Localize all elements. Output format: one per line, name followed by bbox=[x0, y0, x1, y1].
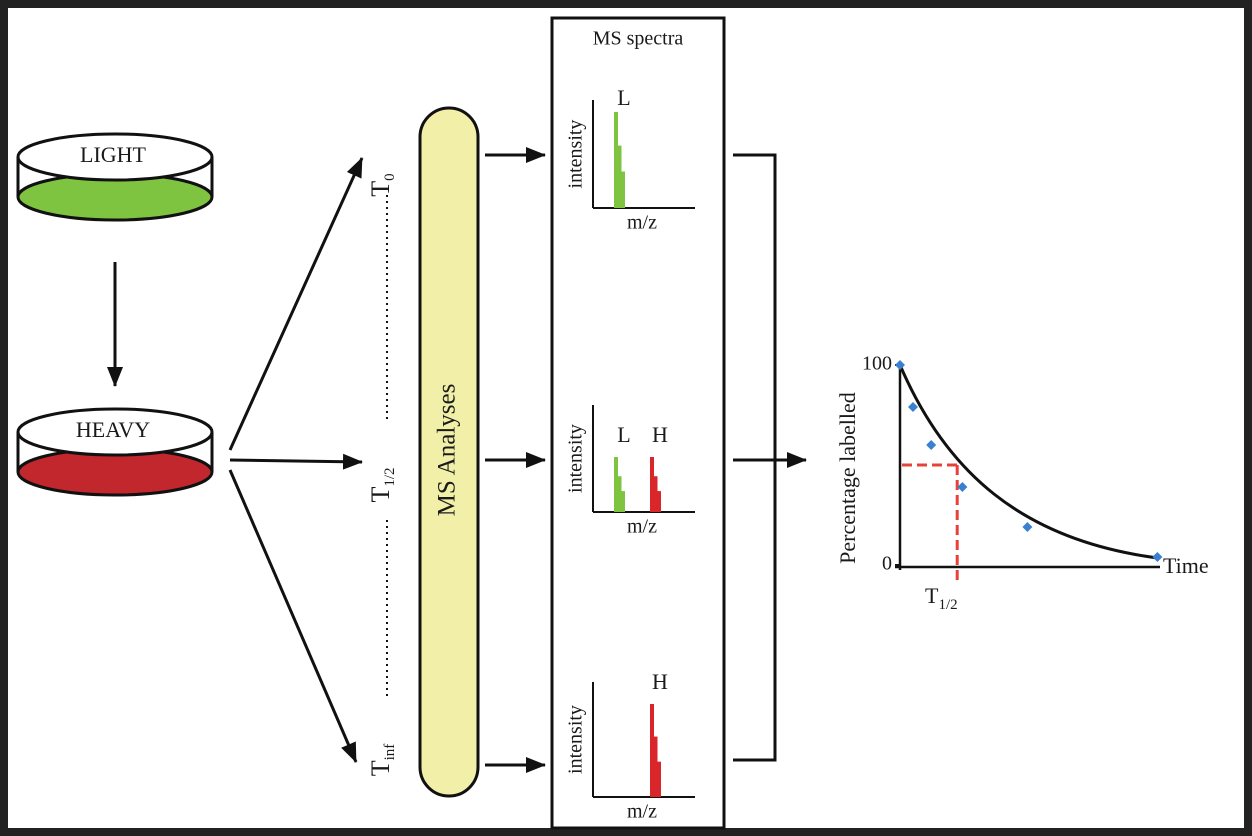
data-point bbox=[926, 440, 937, 450]
label-base: T bbox=[925, 583, 939, 608]
ms-analyses-label: MS Analyses bbox=[434, 384, 461, 517]
light-dish: LIGHT bbox=[16, 132, 214, 222]
y-tick-label: 0 bbox=[882, 553, 892, 575]
subscript-label: T1/2 bbox=[366, 467, 398, 502]
dish-label: LIGHT bbox=[80, 142, 147, 167]
decay-curve bbox=[898, 364, 1159, 560]
arrow bbox=[229, 453, 363, 470]
data-point bbox=[895, 360, 905, 370]
spectrum-peak bbox=[653, 476, 658, 512]
label-sub: inf bbox=[382, 744, 398, 761]
dish-label: HEAVY bbox=[76, 417, 150, 442]
spectra-title: MS spectra bbox=[593, 28, 684, 50]
spectrum-peak bbox=[614, 457, 618, 512]
ms-analyses-bar bbox=[418, 106, 480, 798]
spectrum-peak bbox=[653, 736, 658, 797]
spectrum-peak bbox=[650, 457, 654, 512]
x-axis-label: Time bbox=[1163, 553, 1209, 578]
peak-label: H bbox=[652, 669, 668, 694]
peak-label: L bbox=[617, 85, 630, 110]
data-point bbox=[957, 482, 968, 492]
arrow bbox=[228, 157, 364, 451]
spectrum-y-label: intensity bbox=[565, 705, 587, 774]
spectrum-peak bbox=[621, 491, 625, 512]
spectrum-x-label: m/z bbox=[627, 212, 657, 234]
peak-label: H bbox=[652, 422, 668, 447]
spectrum-peak bbox=[657, 491, 661, 512]
label-sub: 1/2 bbox=[938, 597, 957, 613]
spectrum-peak bbox=[617, 476, 622, 512]
spectrum-y-label: intensity bbox=[565, 424, 587, 493]
spectrum-peak bbox=[621, 171, 625, 208]
spectra-box bbox=[550, 16, 726, 830]
subscript-label: T0 bbox=[366, 173, 398, 196]
spectrum-peak bbox=[617, 145, 622, 208]
spectrum-peak bbox=[614, 112, 618, 208]
label-sub: 1/2 bbox=[382, 467, 398, 486]
label-base: T bbox=[366, 181, 395, 197]
data-point bbox=[908, 402, 918, 412]
y-tick-label: 100 bbox=[862, 353, 892, 375]
spectrum-x-label: m/z bbox=[627, 516, 657, 538]
label-base: T bbox=[366, 487, 395, 503]
arrow bbox=[228, 469, 358, 763]
data-point bbox=[1022, 522, 1033, 532]
bracket bbox=[733, 153, 777, 762]
label-sub: 0 bbox=[382, 173, 398, 181]
data-point bbox=[1152, 552, 1163, 562]
peak-label: L bbox=[617, 422, 630, 447]
heavy-dish: HEAVY bbox=[16, 407, 214, 497]
spectrum-x-label: m/z bbox=[627, 801, 657, 823]
spectrum-peak bbox=[650, 704, 654, 797]
subscript-label: T1/2 bbox=[925, 583, 958, 613]
y-axis-label: Percentage labelled bbox=[835, 392, 860, 564]
subscript-label: Tinf bbox=[366, 744, 398, 777]
spectrum-y-label: intensity bbox=[565, 120, 587, 189]
spectrum-peak bbox=[657, 761, 661, 797]
label-base: T bbox=[366, 760, 395, 776]
